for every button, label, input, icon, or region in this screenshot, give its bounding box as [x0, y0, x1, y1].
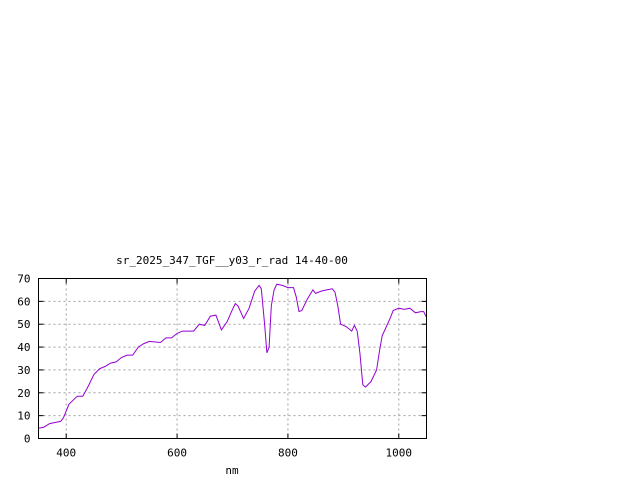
y-tick-label: 10: [17, 410, 30, 423]
y-tick-label: 70: [17, 273, 30, 286]
x-axis-label: nm: [225, 464, 239, 477]
plot-border: [38, 278, 427, 439]
y-tick-label: 60: [17, 295, 30, 308]
y-tick-label: 30: [17, 364, 30, 377]
x-tick-label: 800: [278, 447, 298, 460]
x-tick-label: 400: [56, 447, 76, 460]
series-line: [38, 283, 427, 429]
y-tick-label: 20: [17, 387, 30, 400]
y-tick-label: 40: [17, 341, 30, 354]
x-tick-label: 1000: [386, 447, 413, 460]
chart-title: sr_2025_347_TGF__y03_r_rad 14-40-00: [116, 254, 348, 267]
y-tick-label: 50: [17, 318, 30, 331]
ticks: 0 10 20 30 40 50 60 70 400 600 800 1000: [17, 273, 427, 460]
grid: [38, 278, 427, 439]
y-tick-label: 0: [24, 433, 31, 446]
x-tick-label: 600: [167, 447, 187, 460]
